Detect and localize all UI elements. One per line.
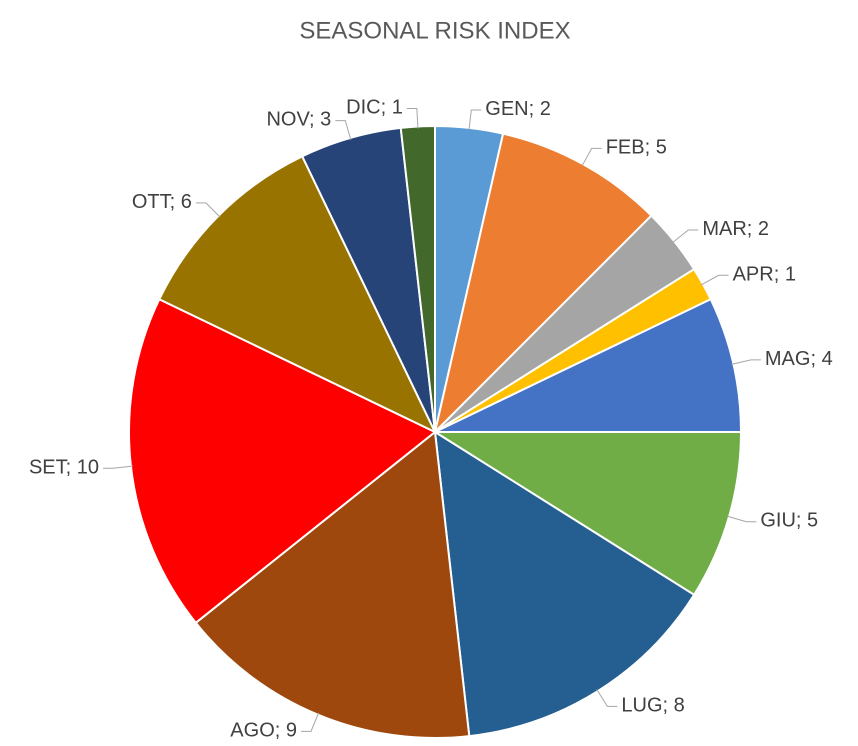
data-label: FEB; 5 — [606, 137, 667, 159]
label-value: 2 — [758, 218, 769, 240]
label-category: AGO — [230, 720, 274, 742]
leader-line — [700, 274, 729, 286]
label-category: DIC — [346, 97, 380, 119]
label-separator: ; — [663, 695, 674, 717]
data-label: NOV; 3 — [266, 109, 331, 131]
leader-line — [335, 120, 352, 141]
data-label: GIU; 5 — [760, 510, 818, 532]
data-label: OTT; 6 — [132, 191, 192, 213]
label-category: SET — [29, 457, 68, 479]
label-value: 5 — [807, 510, 818, 532]
label-category: MAR — [702, 218, 746, 240]
label-separator: ; — [774, 264, 785, 286]
leader-line — [195, 202, 221, 218]
data-label: SET; 10 — [29, 457, 99, 479]
label-separator: ; — [309, 109, 320, 131]
label-value: 8 — [674, 695, 685, 717]
label-separator: ; — [170, 191, 181, 213]
label-category: MAG — [765, 348, 811, 370]
leader-line — [731, 359, 761, 365]
label-category: GIU — [760, 510, 796, 532]
label-separator: ; — [796, 510, 807, 532]
data-label: LUG; 8 — [621, 695, 684, 717]
data-label: DIC; 1 — [346, 97, 403, 119]
data-label: GEN; 2 — [485, 98, 551, 120]
label-value: 9 — [286, 720, 297, 742]
label-category: FEB — [606, 137, 645, 159]
label-separator: ; — [645, 137, 656, 159]
data-label: APR; 1 — [733, 264, 796, 286]
label-category: OTT — [132, 191, 172, 213]
label-separator: ; — [66, 457, 77, 479]
label-separator: ; — [810, 348, 821, 370]
data-label: MAG; 4 — [765, 348, 833, 370]
label-value: 3 — [320, 109, 331, 131]
label-category: GEN — [485, 98, 528, 120]
leader-line — [581, 147, 602, 167]
label-category: NOV — [266, 109, 310, 131]
leader-line — [468, 109, 482, 130]
label-value: 10 — [77, 457, 99, 479]
label-separator: ; — [529, 98, 540, 120]
label-category: APR — [733, 264, 774, 286]
leader-line — [726, 515, 757, 523]
label-value: 5 — [656, 137, 667, 159]
label-value: 1 — [785, 264, 796, 286]
leader-line — [596, 689, 618, 707]
label-value: 1 — [392, 97, 403, 119]
label-separator: ; — [747, 218, 758, 240]
leader-line — [406, 108, 419, 129]
leader-line — [103, 465, 133, 469]
label-separator: ; — [381, 97, 392, 119]
label-value: 6 — [181, 191, 192, 213]
label-value: 4 — [822, 348, 833, 370]
data-label: MAR; 2 — [702, 218, 769, 240]
leader-line — [301, 712, 320, 732]
label-separator: ; — [275, 720, 286, 742]
label-category: LUG — [621, 695, 662, 717]
label-value: 2 — [540, 98, 551, 120]
data-label: AGO; 9 — [230, 720, 297, 742]
leader-line — [672, 229, 699, 243]
chart-title: SEASONAL RISK INDEX — [299, 17, 570, 44]
